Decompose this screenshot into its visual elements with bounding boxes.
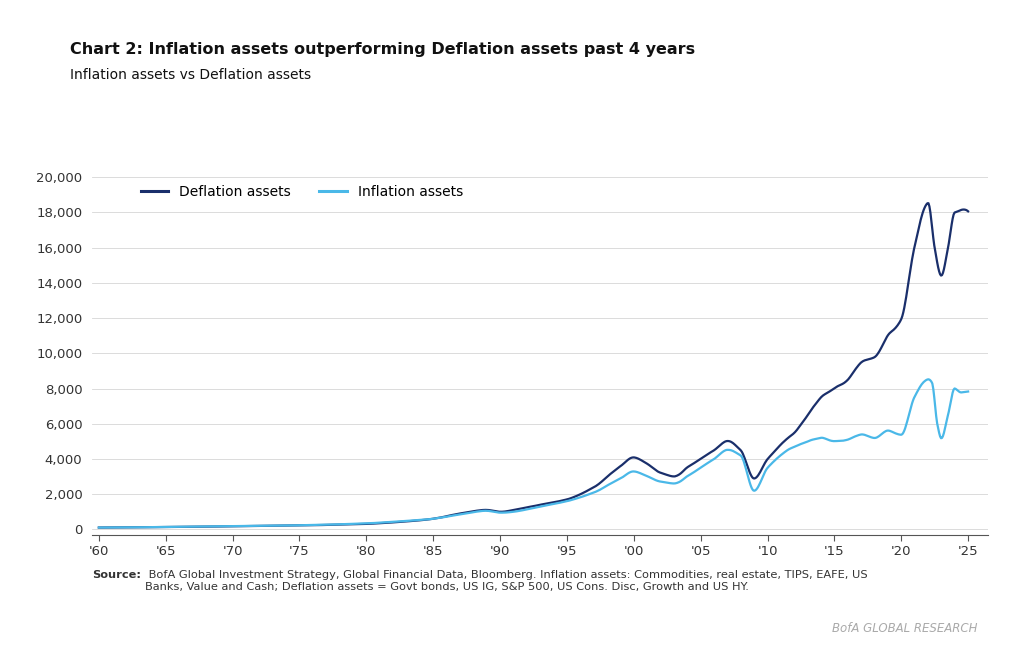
Text: Chart 2: Inflation assets outperforming Deflation assets past 4 years: Chart 2: Inflation assets outperforming …: [70, 42, 694, 57]
Text: Source:: Source:: [92, 570, 141, 580]
Text: BofA GLOBAL RESEARCH: BofA GLOBAL RESEARCH: [833, 622, 978, 635]
Legend: Deflation assets, Inflation assets: Deflation assets, Inflation assets: [135, 179, 469, 204]
Text: BofA Global Investment Strategy, Global Financial Data, Bloomberg. Inflation ass: BofA Global Investment Strategy, Global …: [145, 570, 868, 592]
Text: Inflation assets vs Deflation assets: Inflation assets vs Deflation assets: [70, 68, 310, 82]
